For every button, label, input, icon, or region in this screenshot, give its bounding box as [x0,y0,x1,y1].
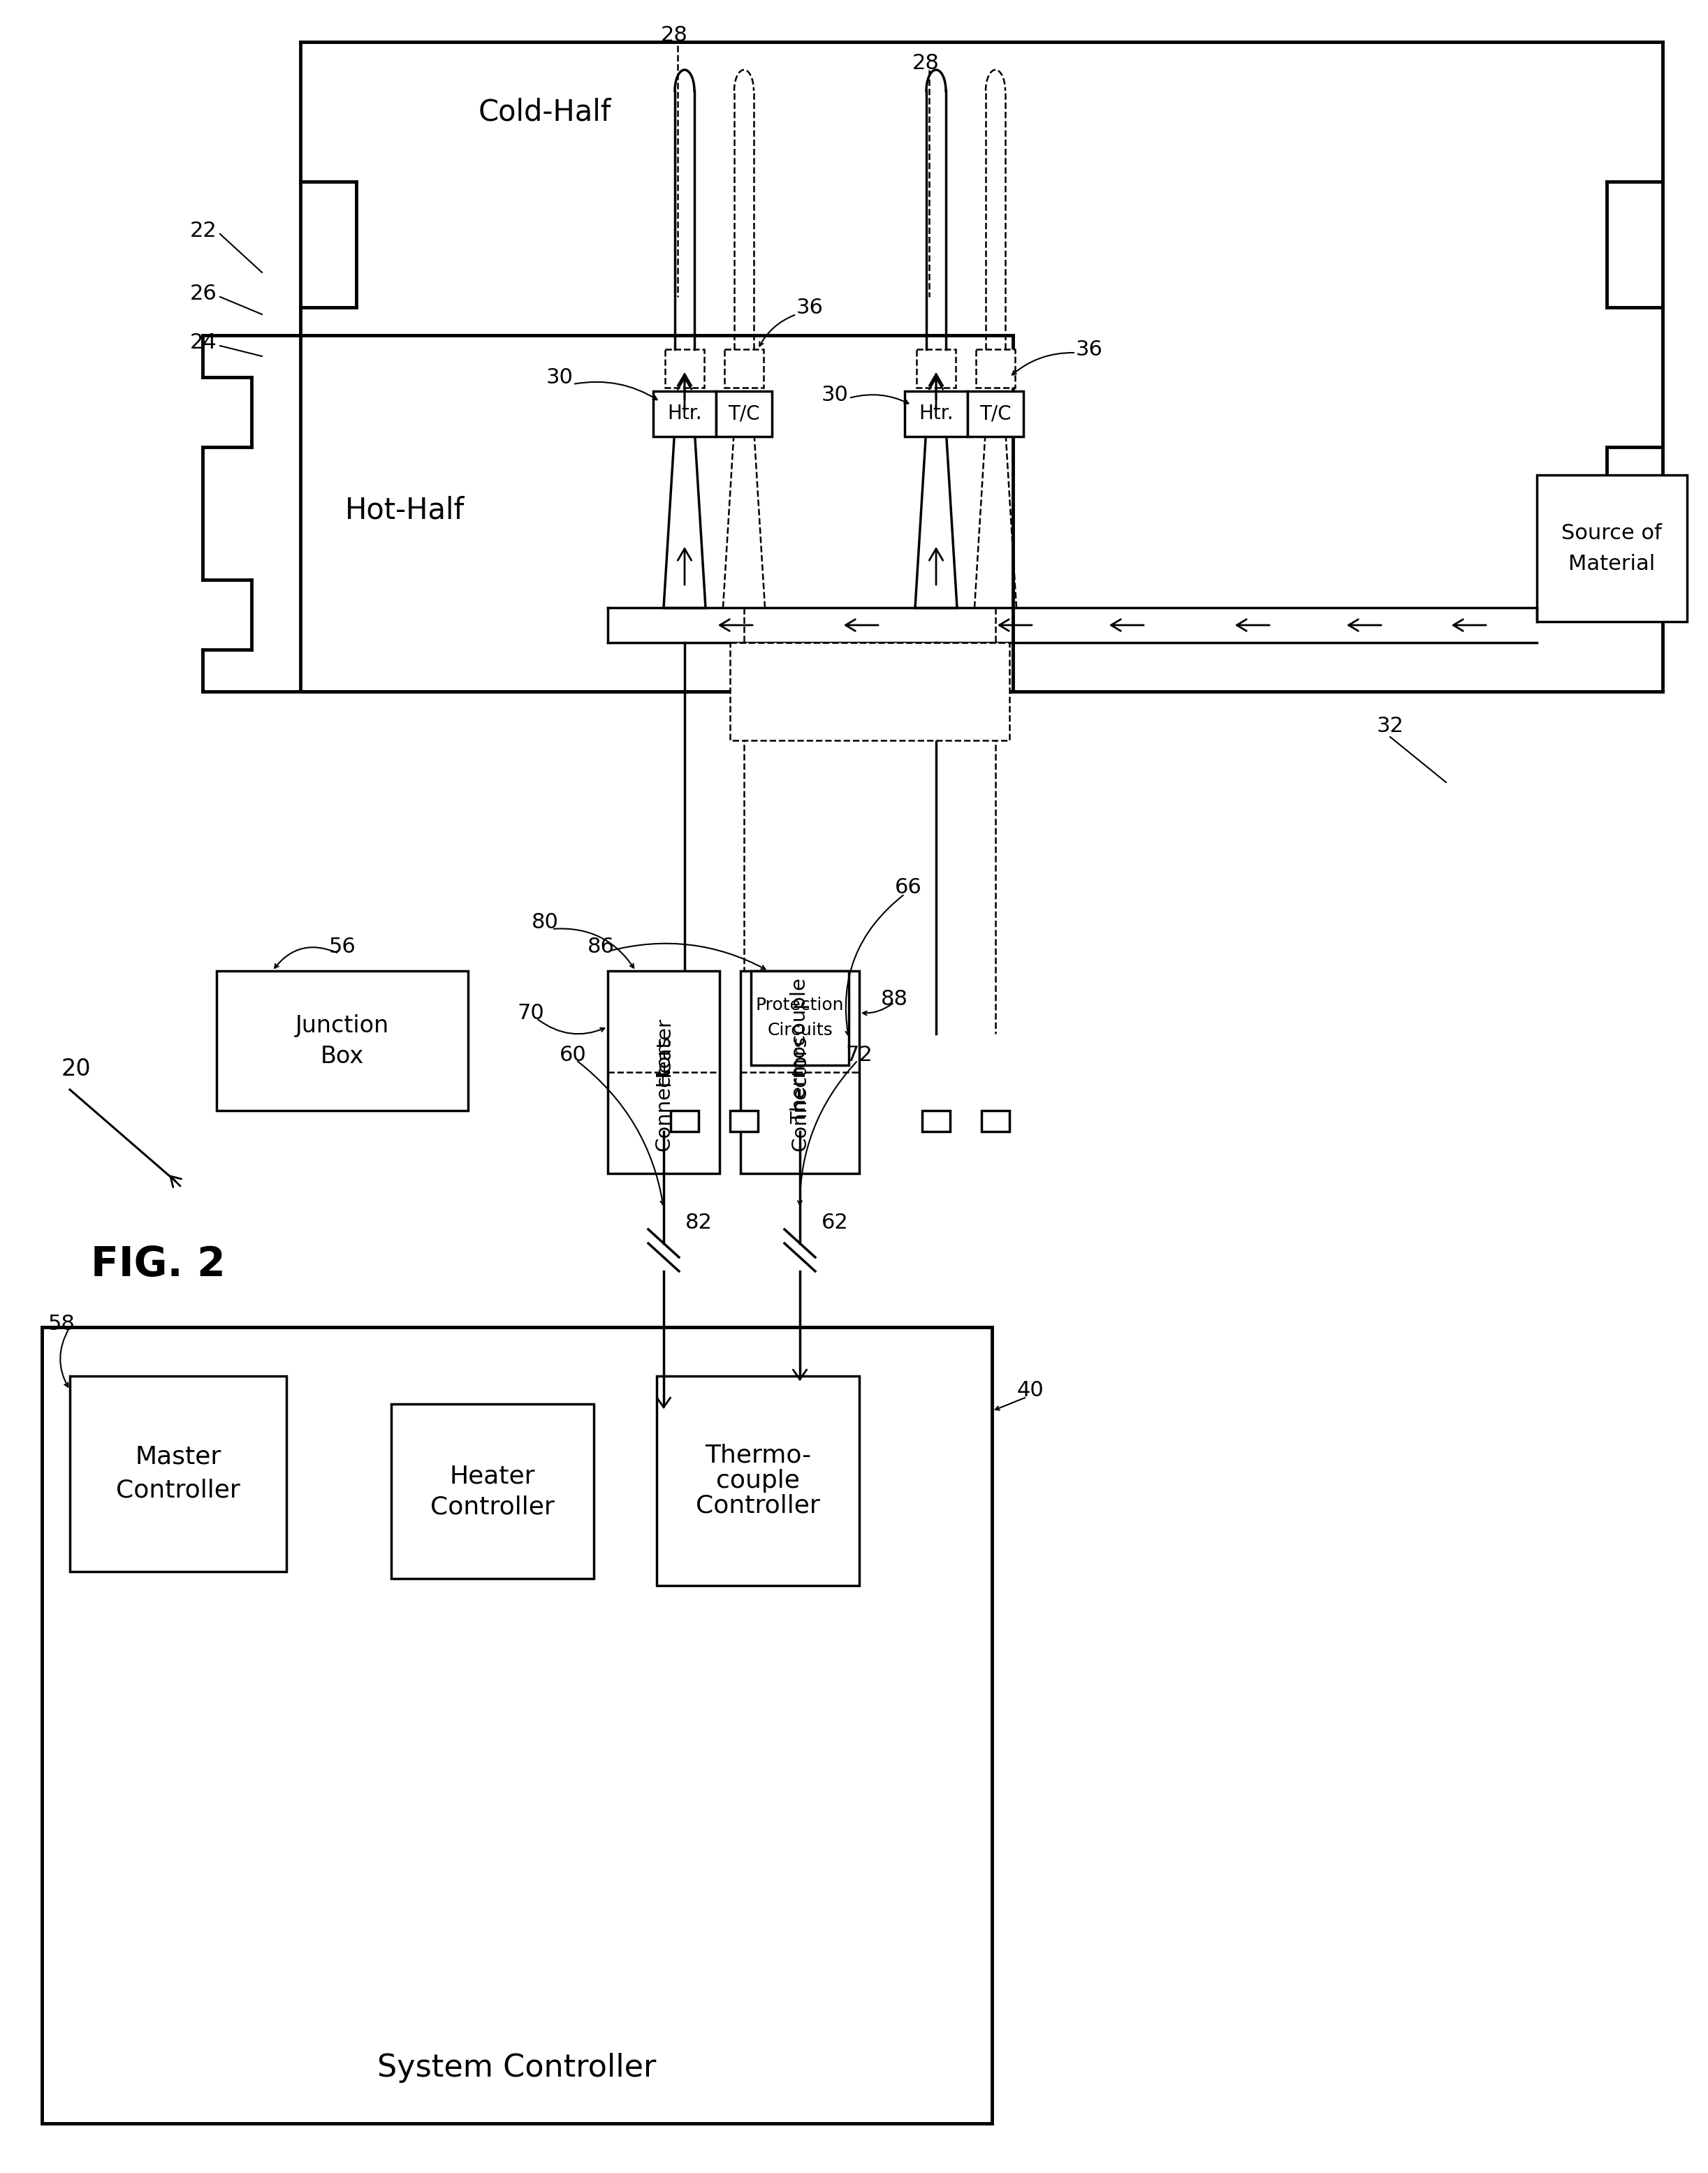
Text: Controller: Controller [695,1495,820,1517]
Text: 36: 36 [1076,339,1103,359]
Bar [975,350,1015,387]
Bar [1537,476,1688,621]
Text: 26: 26 [190,282,217,304]
Bar [752,971,849,1065]
Text: 86: 86 [588,937,615,956]
Bar [729,643,1009,741]
Bar [43,1328,992,2123]
Bar [716,391,772,437]
Bar [608,971,719,1173]
Text: Master: Master [135,1445,220,1469]
Text: 80: 80 [531,913,559,932]
Bar [656,1376,859,1586]
Bar [922,1110,950,1132]
Text: 40: 40 [1016,1380,1044,1399]
Text: Box: Box [321,1045,364,1067]
Text: Protection: Protection [755,997,844,1013]
Text: Connectors: Connectors [654,1034,673,1152]
Bar [729,1110,758,1132]
Bar [652,391,716,437]
Bar [741,971,859,1173]
Bar [967,391,1023,437]
Text: Junction: Junction [295,1015,389,1037]
Bar [391,1404,594,1578]
Text: 60: 60 [559,1045,586,1065]
Text: Connectors: Connectors [791,1034,810,1152]
Text: T/C: T/C [979,404,1011,424]
Text: Thermo-: Thermo- [705,1443,811,1467]
Text: 22: 22 [190,219,217,241]
Text: 28: 28 [912,52,939,74]
Bar [217,971,468,1110]
Text: Material: Material [1568,554,1655,574]
Text: 28: 28 [661,24,688,46]
Text: 32: 32 [1377,717,1404,737]
Text: Controller: Controller [430,1495,555,1519]
Text: Cold-Half: Cold-Half [478,98,611,126]
Text: Htr.: Htr. [919,404,953,424]
Bar [671,1110,699,1132]
Bar [982,1110,1009,1132]
Text: 36: 36 [796,298,823,317]
Text: 30: 30 [545,367,572,387]
Text: Heater: Heater [654,1017,673,1086]
Text: 58: 58 [48,1312,75,1334]
Text: Heater: Heater [449,1465,535,1489]
Text: Hot-Half: Hot-Half [345,495,465,524]
Text: 72: 72 [845,1045,873,1065]
Bar [905,391,967,437]
Text: 82: 82 [685,1213,712,1232]
Text: 70: 70 [518,1002,545,1023]
Text: Htr.: Htr. [668,404,702,424]
Text: 30: 30 [822,385,849,404]
Text: System Controller: System Controller [377,2053,656,2082]
Text: Controller: Controller [116,1478,241,1502]
Text: Source of: Source of [1561,524,1662,543]
Text: 88: 88 [881,989,907,1008]
Text: 62: 62 [822,1213,849,1232]
Text: T/C: T/C [728,404,760,424]
Bar [724,350,763,387]
Bar [664,350,704,387]
Text: 56: 56 [328,937,355,956]
Bar [917,350,956,387]
Text: Circuits: Circuits [767,1021,832,1039]
Text: Thermocouple: Thermocouple [791,978,810,1123]
Text: 24: 24 [190,332,217,352]
Text: 20: 20 [61,1056,91,1080]
Text: FIG. 2: FIG. 2 [91,1245,225,1284]
Text: 66: 66 [895,878,922,897]
Text: couple: couple [716,1469,799,1493]
Bar [70,1376,287,1571]
